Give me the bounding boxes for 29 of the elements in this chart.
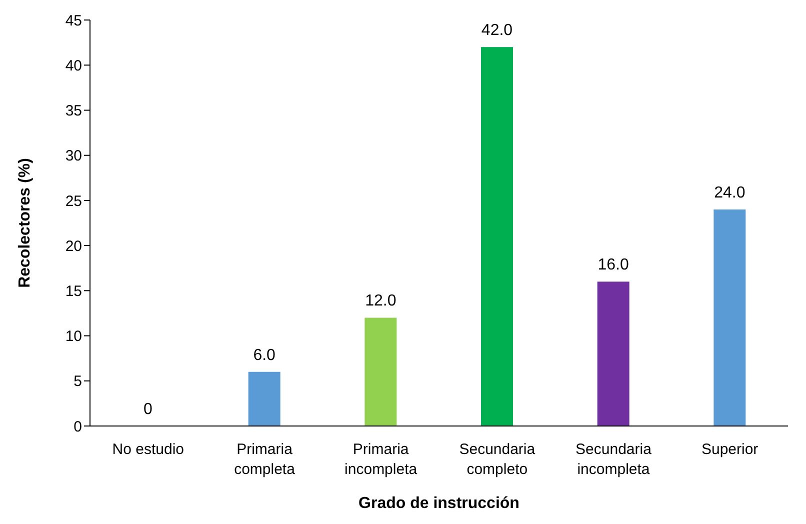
y-tick-label: 45 [65,12,82,30]
y-tick-label: 5 [74,373,82,390]
data-label: 24.0 [714,184,746,202]
y-tick-label: 25 [65,192,82,210]
y-tick-label: 30 [65,148,82,165]
x-tick-label: Secundaria incompleta [576,441,652,478]
bar [248,372,280,426]
bar [714,209,746,426]
bar [597,282,630,426]
x-tick-label: Superior [701,441,758,458]
bar [364,318,397,426]
y-tick-label: 40 [65,57,82,74]
data-label: 12.0 [365,292,396,310]
data-label: 42.0 [481,22,513,40]
data-label: 16.0 [598,256,630,274]
x-tick-label: Primaria completa [234,441,296,478]
x-tick-label: Primaria incompleta [344,441,418,478]
y-tick-label: 15 [65,282,82,300]
bar [481,47,513,426]
y-tick-label: 0 [74,418,82,436]
data-label: 6.0 [253,346,276,364]
x-tick-label: No estudio [112,441,184,458]
y-axis-title: Recolectores (%) [16,158,34,288]
data-label: 0 [144,401,153,418]
y-tick-label: 20 [65,238,82,255]
y-tick-label: 35 [65,102,82,120]
x-tick-label: Secundaria completo [459,441,536,478]
y-tick-label: 10 [65,328,82,346]
x-axis-title: Grado de instrucción [358,495,520,512]
